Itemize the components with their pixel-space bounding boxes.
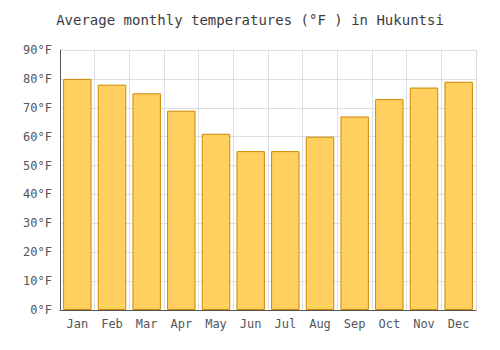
svg-text:Nov: Nov xyxy=(413,317,435,331)
svg-text:60°F: 60°F xyxy=(23,130,52,144)
svg-text:Apr: Apr xyxy=(170,317,192,331)
svg-text:Mar: Mar xyxy=(136,317,158,331)
svg-text:Aug: Aug xyxy=(309,317,331,331)
svg-text:Sep: Sep xyxy=(344,317,366,331)
svg-text:May: May xyxy=(205,317,227,331)
svg-text:10°F: 10°F xyxy=(23,274,52,288)
svg-text:40°F: 40°F xyxy=(23,187,52,201)
svg-text:70°F: 70°F xyxy=(23,101,52,115)
svg-text:20°F: 20°F xyxy=(23,245,52,259)
svg-text:Jan: Jan xyxy=(66,317,88,331)
svg-text:Oct: Oct xyxy=(378,317,400,331)
svg-text:Dec: Dec xyxy=(448,317,470,331)
svg-text:Feb: Feb xyxy=(101,317,123,331)
svg-text:0°F: 0°F xyxy=(30,303,52,317)
svg-text:80°F: 80°F xyxy=(23,72,52,86)
svg-text:Jul: Jul xyxy=(274,317,296,331)
svg-text:30°F: 30°F xyxy=(23,216,52,230)
svg-text:Average monthly temperatures (: Average monthly temperatures (°F ) in Hu… xyxy=(56,12,444,28)
svg-text:50°F: 50°F xyxy=(23,159,52,173)
svg-text:Jun: Jun xyxy=(240,317,262,331)
svg-text:90°F: 90°F xyxy=(23,43,52,57)
